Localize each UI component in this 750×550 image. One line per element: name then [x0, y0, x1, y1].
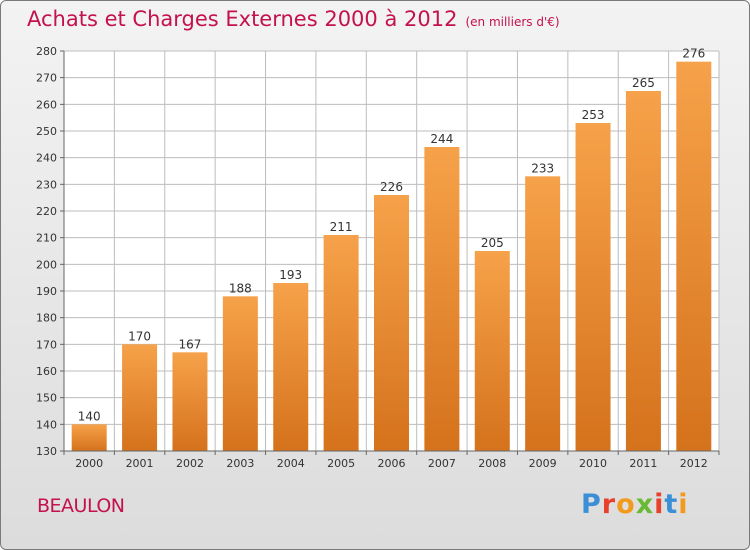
chart-title: Achats et Charges Externes 2000 à 2012 — [27, 7, 458, 31]
logo-letter: o — [616, 489, 636, 520]
proxiti-logo[interactable]: Proxiti — [581, 489, 689, 520]
x-tick-label: 2000 — [75, 457, 103, 470]
y-tick-label: 180 — [36, 312, 57, 325]
y-tick-label: 200 — [36, 258, 57, 271]
data-label: 205 — [481, 236, 504, 250]
y-tick-label: 210 — [36, 232, 57, 245]
bar-2001 — [122, 344, 158, 451]
y-tick-label: 160 — [36, 365, 57, 378]
data-label: 211 — [330, 220, 353, 234]
x-tick-label: 2004 — [277, 457, 305, 470]
bar-2004 — [273, 283, 309, 451]
logo-letter: r — [601, 489, 617, 520]
y-tick-label: 260 — [36, 98, 57, 111]
data-label: 253 — [582, 108, 605, 122]
logo-letter: i — [654, 489, 665, 520]
y-tick-label: 230 — [36, 178, 57, 191]
data-label: 193 — [279, 268, 302, 282]
title-row: Achats et Charges Externes 2000 à 2012 (e… — [27, 7, 560, 31]
data-label: 188 — [229, 281, 252, 295]
logo-letter: x — [635, 489, 655, 520]
bar-2006 — [374, 195, 409, 451]
y-tick-label: 170 — [36, 338, 57, 351]
y-tick-label: 190 — [36, 285, 57, 298]
data-label: 140 — [78, 409, 101, 423]
x-tick-label: 2006 — [378, 457, 406, 470]
y-tick-label: 140 — [36, 418, 57, 431]
x-tick-label: 2005 — [327, 457, 355, 470]
x-tick-label: 2011 — [629, 457, 657, 470]
bar-2008 — [474, 251, 510, 451]
x-tick-label: 2002 — [176, 457, 204, 470]
x-tick-label: 2010 — [579, 457, 607, 470]
bar-2005 — [323, 235, 359, 451]
x-tick-label: 2007 — [428, 457, 456, 470]
y-tick-label: 270 — [36, 72, 57, 85]
data-label: 167 — [179, 337, 202, 351]
bar-2003 — [222, 296, 258, 451]
data-label: 276 — [682, 47, 705, 61]
data-label: 170 — [128, 329, 151, 343]
bar-2000 — [71, 424, 107, 451]
bars — [71, 61, 712, 452]
commune-name: BEAULON — [37, 495, 125, 517]
bar-2007 — [424, 147, 460, 451]
x-tick-label: 2008 — [478, 457, 506, 470]
data-label: 244 — [430, 132, 453, 146]
y-tick-label: 130 — [36, 445, 57, 458]
x-tick-label: 2001 — [126, 457, 154, 470]
bar-2009 — [525, 176, 561, 452]
y-tick-label: 150 — [36, 392, 57, 405]
x-tick-label: 2003 — [226, 457, 254, 470]
data-label: 265 — [632, 76, 655, 90]
bar-2002 — [172, 352, 208, 451]
y-tick-label: 250 — [36, 125, 57, 138]
y-tick-label: 240 — [36, 152, 57, 165]
x-tick-label: 2012 — [680, 457, 708, 470]
logo-letter: t — [664, 489, 679, 520]
chart-subtitle: (en milliers d'€) — [465, 15, 560, 29]
y-tick-label: 220 — [36, 205, 57, 218]
y-tick-label: 280 — [36, 45, 57, 58]
logo-letter: P — [581, 489, 602, 520]
x-tick-label: 2009 — [529, 457, 557, 470]
logo-letter: i — [678, 489, 689, 520]
data-label: 233 — [531, 161, 554, 175]
bar-2012 — [676, 61, 712, 452]
axes: 130 140 150 160 170 180 190 200 210 220 230 240 250 2… — [36, 45, 720, 470]
data-label: 226 — [380, 180, 403, 194]
bar-2011 — [625, 91, 661, 451]
bar-2010 — [575, 123, 611, 451]
data-labels: 140 170 167 188 193 211 226 244 205 233 253 265 276 — [78, 47, 706, 424]
